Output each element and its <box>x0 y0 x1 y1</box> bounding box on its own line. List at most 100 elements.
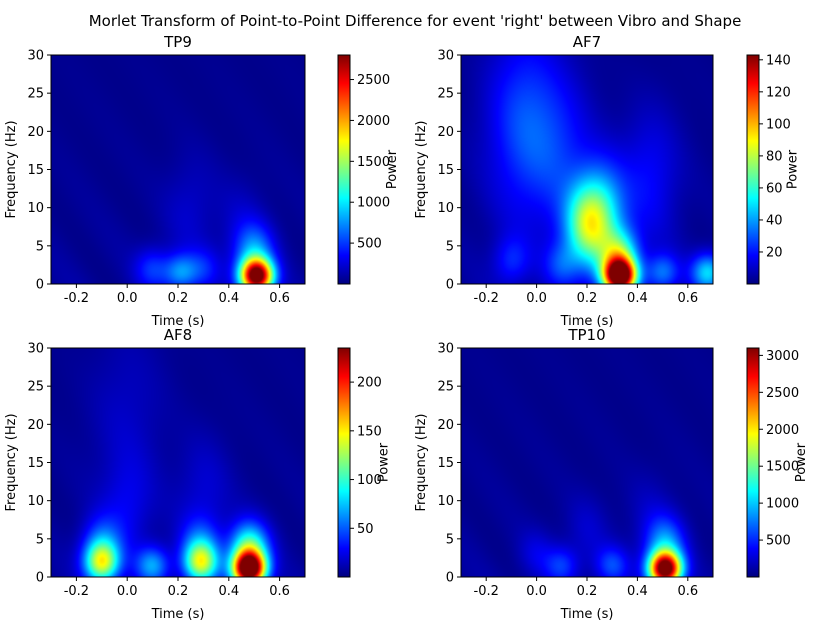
colorbar-tick-label: 60 <box>766 181 783 196</box>
y-tick-label: 10 <box>437 494 454 509</box>
colorbar-tick-label: 140 <box>766 53 791 68</box>
heatmap-image <box>51 348 305 577</box>
x-tick-label: 0.2 <box>168 291 189 306</box>
y-tick-label: 20 <box>437 418 454 433</box>
y-tick-label: 0 <box>36 278 44 293</box>
colorbar-tick-label: 100 <box>357 473 382 488</box>
y-tick-label: 30 <box>437 342 454 357</box>
x-tick-label: -0.2 <box>64 291 89 306</box>
x-tick-label: 0.0 <box>526 584 547 599</box>
colorbar-label: Power <box>377 442 392 482</box>
heatmap-panel-af7: AF7 -0.2 0.0 0.2 0.4 0.6 0 5 10 15 20 25 30 Time (s) F… <box>414 33 801 329</box>
colorbar-label: Power <box>385 149 400 189</box>
x-tick-label: -0.2 <box>474 291 499 306</box>
x-tick-label: 0.2 <box>168 584 189 599</box>
x-tick-label: 0.6 <box>269 291 290 306</box>
panel-title: AF7 <box>573 33 601 51</box>
y-tick-label: 15 <box>437 163 454 178</box>
panel-title: TP9 <box>163 33 192 51</box>
x-axis-label: Time (s) <box>560 314 614 329</box>
x-axis-label: Time (s) <box>151 314 205 329</box>
x-axis-label: Time (s) <box>151 607 205 622</box>
colorbar-tick-label: 2000 <box>357 114 390 129</box>
colorbar <box>337 347 351 578</box>
colorbar-tick-label: 120 <box>766 85 791 100</box>
heatmap-image <box>461 348 713 577</box>
y-tick-label: 15 <box>27 456 44 471</box>
colorbar <box>746 347 760 578</box>
y-tick-label: 0 <box>446 278 454 293</box>
y-tick-label: 20 <box>27 125 44 140</box>
y-tick-label: 20 <box>437 125 454 140</box>
y-tick-label: 25 <box>437 380 454 395</box>
y-tick-label: 25 <box>27 380 44 395</box>
heatmap-image <box>51 55 305 284</box>
heatmap-panel-tp9: TP9 -0.2 0.0 0.2 0.4 0.6 0 5 10 15 20 25 30 Time (s) F… <box>4 33 400 329</box>
x-tick-label: 0.4 <box>218 584 239 599</box>
colorbar-tick-label: 2500 <box>766 386 799 401</box>
y-tick-label: 30 <box>27 49 44 64</box>
y-axis-label: Frequency (Hz) <box>414 413 429 511</box>
x-tick-label: 0.6 <box>269 584 290 599</box>
x-tick-label: -0.2 <box>64 584 89 599</box>
y-tick-label: 5 <box>446 239 454 254</box>
x-tick-label: 0.6 <box>677 291 698 306</box>
y-tick-label: 5 <box>36 532 44 547</box>
y-tick-label: 5 <box>446 532 454 547</box>
colorbar-tick-label: 1000 <box>766 497 799 512</box>
y-tick-label: 10 <box>437 201 454 216</box>
colorbar-tick-label: 1500 <box>766 460 799 475</box>
colorbar-tick-label: 500 <box>357 237 382 252</box>
x-tick-label: 0.0 <box>117 291 138 306</box>
x-axis-label: Time (s) <box>560 607 614 622</box>
y-axis-label: Frequency (Hz) <box>4 120 19 218</box>
x-tick-label: -0.2 <box>474 584 499 599</box>
panel-title: TP10 <box>567 326 605 344</box>
figure-suptitle: Morlet Transform of Point-to-Point Diffe… <box>89 12 742 30</box>
y-tick-label: 20 <box>27 418 44 433</box>
heatmap-image <box>461 55 713 284</box>
y-tick-label: 10 <box>27 201 44 216</box>
y-tick-label: 0 <box>36 571 44 586</box>
y-axis-label: Frequency (Hz) <box>4 413 19 511</box>
y-tick-label: 30 <box>27 342 44 357</box>
colorbar-tick-label: 40 <box>766 213 783 228</box>
colorbar-tick-label: 100 <box>766 117 791 132</box>
colorbar-tick-label: 1500 <box>357 155 390 170</box>
colorbar <box>337 54 351 285</box>
colorbar-label: Power <box>794 442 809 482</box>
x-tick-label: 0.2 <box>577 291 598 306</box>
y-tick-label: 15 <box>437 456 454 471</box>
y-tick-label: 5 <box>36 239 44 254</box>
colorbar-label: Power <box>786 149 801 189</box>
x-tick-label: 0.2 <box>577 584 598 599</box>
x-tick-label: 0.4 <box>627 584 648 599</box>
colorbar-tick-label: 200 <box>357 376 382 391</box>
colorbar-tick-label: 50 <box>357 522 374 537</box>
y-tick-label: 25 <box>27 87 44 102</box>
colorbar-tick-label: 3000 <box>766 349 799 364</box>
y-axis-label: Frequency (Hz) <box>414 120 429 218</box>
heatmap-panel-af8: AF8 -0.2 0.0 0.2 0.4 0.6 0 5 10 15 20 25 30 Time (s) F… <box>4 326 392 622</box>
colorbar-tick-label: 1000 <box>357 196 390 211</box>
y-tick-label: 25 <box>437 87 454 102</box>
y-tick-label: 15 <box>27 163 44 178</box>
y-tick-label: 0 <box>446 571 454 586</box>
x-tick-label: 0.0 <box>526 291 547 306</box>
heatmap-panel-tp10: TP10 -0.2 0.0 0.2 0.4 0.6 0 5 10 15 20 25 30 Time (s)… <box>414 326 809 622</box>
y-tick-label: 10 <box>27 494 44 509</box>
panel-title: AF8 <box>164 326 192 344</box>
x-tick-label: 0.0 <box>117 584 138 599</box>
colorbar-tick-label: 80 <box>766 149 783 164</box>
colorbar-tick-label: 2000 <box>766 423 799 438</box>
x-tick-label: 0.4 <box>218 291 239 306</box>
colorbar <box>746 54 760 285</box>
x-tick-label: 0.4 <box>627 291 648 306</box>
colorbar-tick-label: 500 <box>766 534 791 549</box>
colorbar-tick-label: 150 <box>357 424 382 439</box>
y-tick-label: 30 <box>437 49 454 64</box>
colorbar-tick-label: 20 <box>766 245 783 260</box>
colorbar-tick-label: 2500 <box>357 73 390 88</box>
x-tick-label: 0.6 <box>677 584 698 599</box>
